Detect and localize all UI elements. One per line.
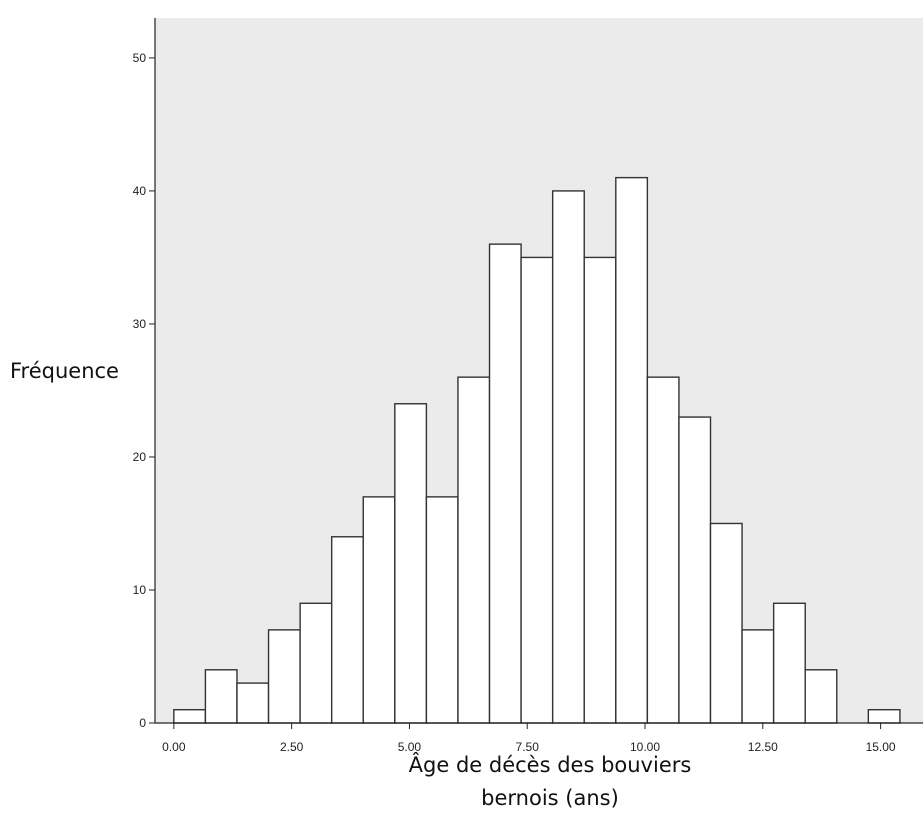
y-tick-label: 0 bbox=[139, 716, 146, 730]
x-axis-title-line1: Âge de décès des bouviers bbox=[409, 752, 692, 777]
histogram-bar bbox=[678, 416, 712, 724]
y-tick-label: 40 bbox=[133, 184, 147, 198]
histogram-bar bbox=[299, 602, 333, 724]
histogram-bar bbox=[615, 176, 649, 724]
y-tick-label: 10 bbox=[133, 583, 147, 597]
x-tick-label: 12.50 bbox=[748, 740, 778, 754]
x-tick-label: 10.00 bbox=[630, 740, 660, 754]
histogram-bar bbox=[236, 682, 270, 724]
histogram-bar bbox=[173, 708, 207, 724]
histogram-bar bbox=[362, 496, 396, 724]
x-tick-label: 2.50 bbox=[280, 740, 304, 754]
histogram-bar bbox=[330, 536, 364, 724]
histogram-bar bbox=[394, 403, 428, 724]
histogram-bar bbox=[425, 496, 459, 724]
histogram-bar bbox=[457, 376, 491, 724]
x-axis-title-line2: bernois (ans) bbox=[481, 786, 619, 810]
y-tick-label: 30 bbox=[133, 317, 147, 331]
x-tick-label: 5.00 bbox=[398, 740, 422, 754]
histogram-bar bbox=[267, 629, 301, 724]
histogram-bar bbox=[488, 243, 522, 724]
histogram-bar bbox=[520, 256, 554, 724]
histogram-bar bbox=[741, 629, 775, 724]
histogram-bar bbox=[204, 669, 238, 724]
histogram-bar bbox=[804, 669, 838, 724]
y-ticks-group: 0 10 20 30 40 50 bbox=[133, 51, 155, 730]
histogram-bar bbox=[646, 376, 680, 724]
x-ticks-group: 0.00 2.50 5.00 7.50 10.00 12.50 15.00 bbox=[162, 723, 896, 754]
y-tick-label: 50 bbox=[133, 51, 147, 65]
x-tick-label: 0.00 bbox=[162, 740, 186, 754]
histogram-bar bbox=[772, 602, 806, 724]
histogram-bar bbox=[551, 190, 585, 724]
histogram-bar bbox=[867, 708, 901, 724]
histogram-bar bbox=[709, 522, 743, 724]
x-tick-label: 7.50 bbox=[516, 740, 540, 754]
histogram-bar bbox=[583, 256, 617, 724]
x-tick-label: 15.00 bbox=[866, 740, 896, 754]
bars-group bbox=[173, 176, 901, 724]
y-axis-title: Fréquence bbox=[10, 359, 119, 383]
y-tick-label: 20 bbox=[133, 450, 147, 464]
